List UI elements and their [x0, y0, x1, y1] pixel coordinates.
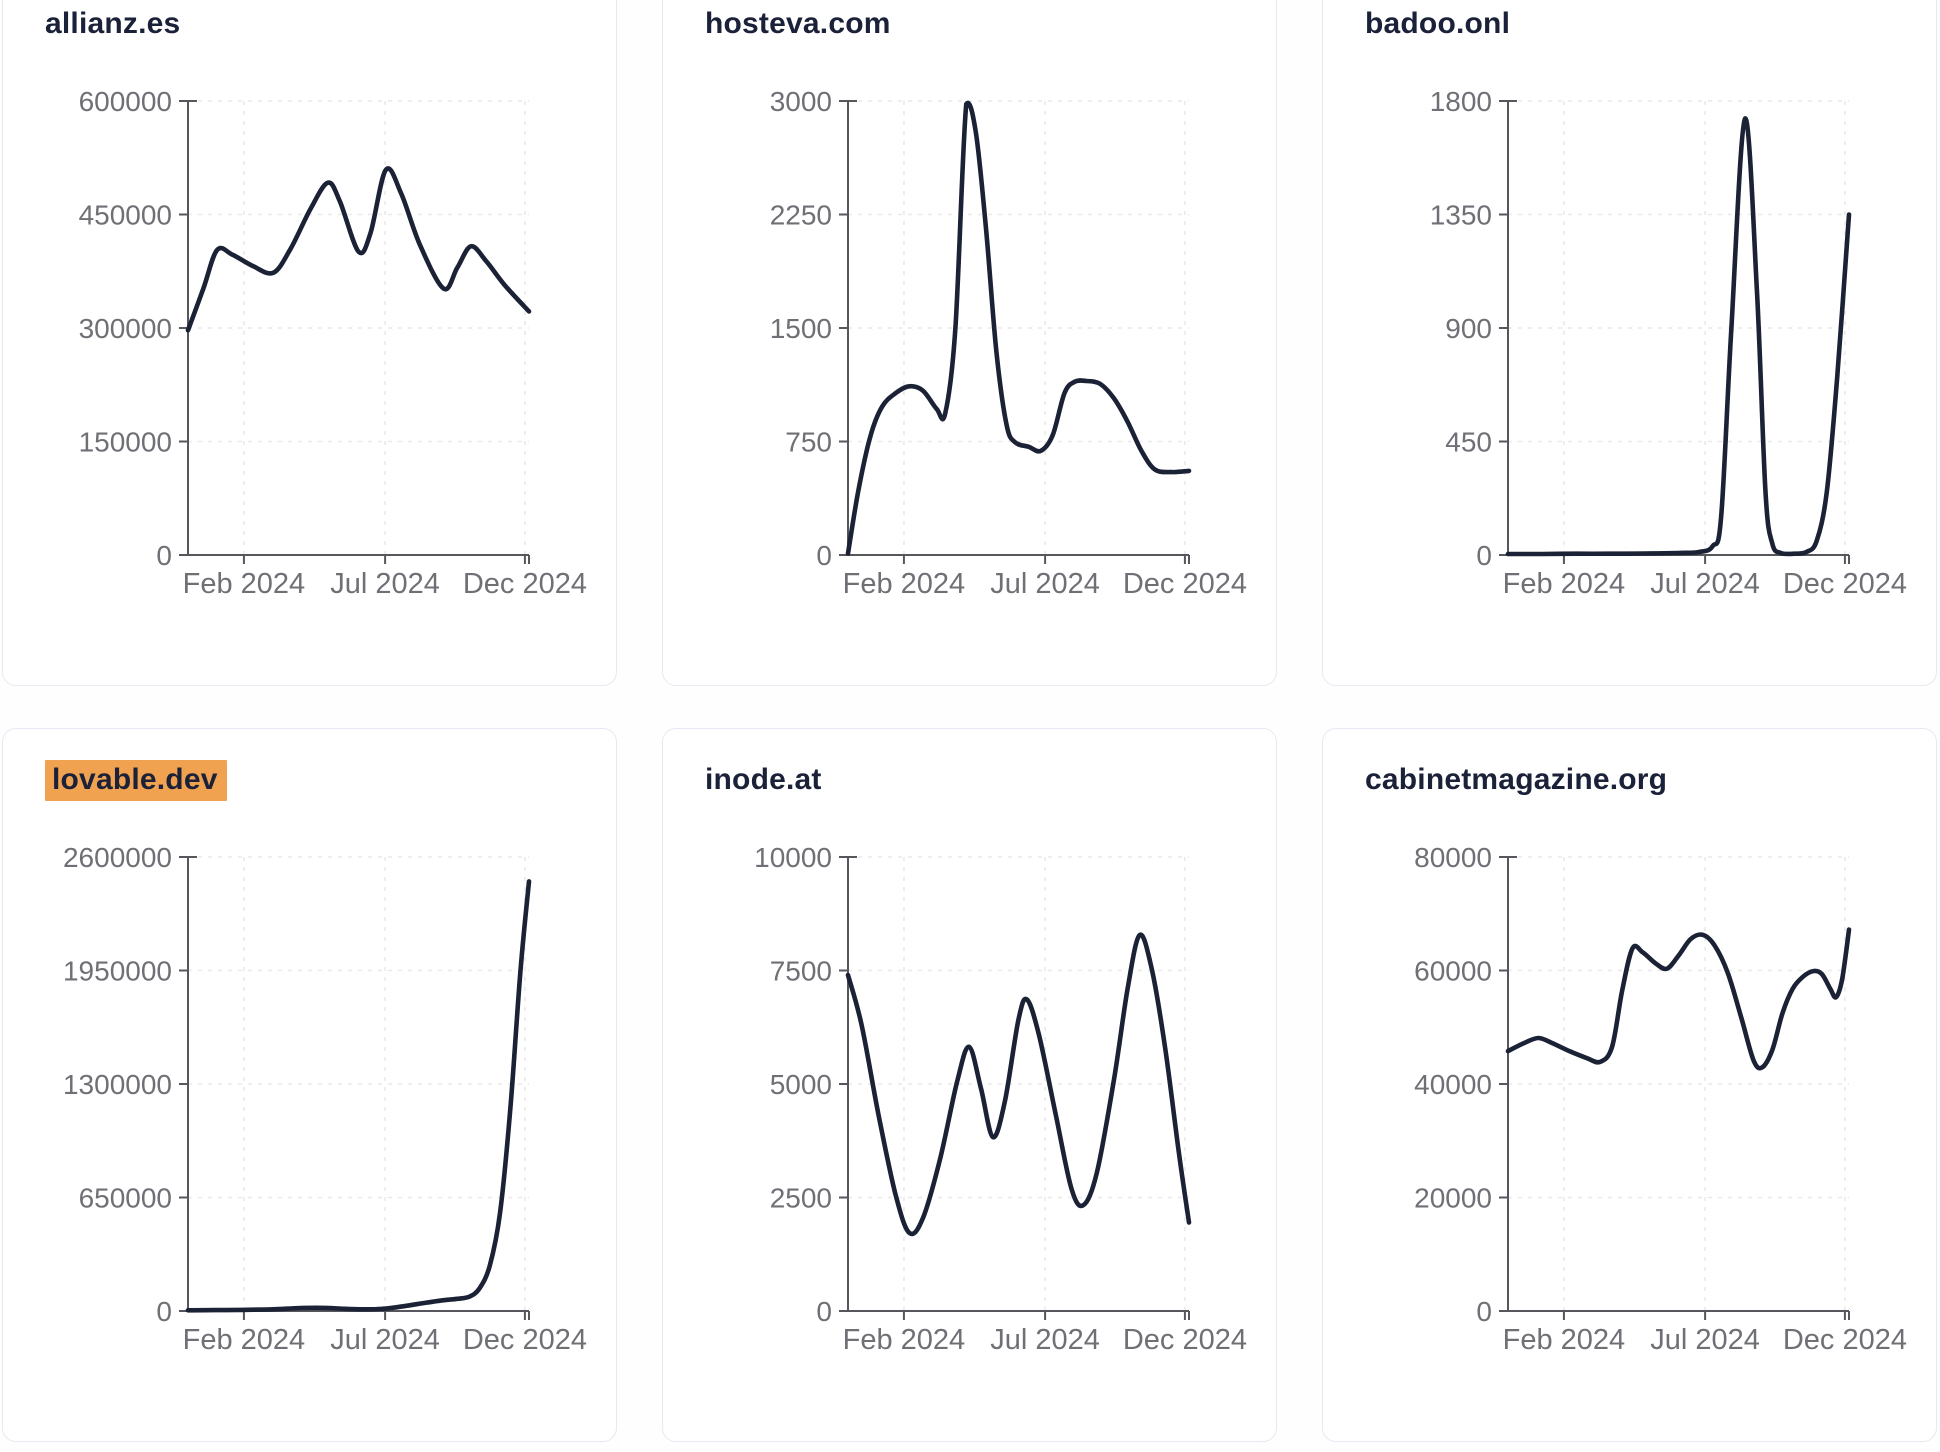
y-tick-label: 0 — [816, 1296, 832, 1327]
y-tick-label: 1800 — [1430, 86, 1492, 117]
series-line — [185, 879, 532, 1313]
y-tick-label: 10000 — [754, 842, 832, 873]
domain-title: cabinetmagazine.org — [1365, 763, 1667, 797]
y-tick-label: 20000 — [1414, 1183, 1492, 1214]
y-tick-label: 5000 — [770, 1069, 832, 1100]
domain-title: inode.at — [705, 763, 822, 797]
y-tick-label: 900 — [1445, 313, 1492, 344]
x-tick-label: Jul 2024 — [990, 1324, 1100, 1356]
series-line — [845, 100, 1192, 556]
x-tick-label: Feb 2024 — [1503, 1324, 1626, 1356]
series-line — [185, 166, 532, 333]
domain-card-allianz: allianz.es 0 150000 300000 450000 600000 Feb … — [2, 0, 617, 686]
y-tick-label: 1300000 — [63, 1069, 172, 1100]
domain-title-text-highlighted: lovable.dev — [45, 760, 227, 801]
y-tick-label: 750 — [785, 427, 832, 458]
y-tick-label: 40000 — [1414, 1069, 1492, 1100]
y-tick-label: 450000 — [79, 200, 172, 231]
y-tick-label: 300000 — [79, 313, 172, 344]
traffic-chart: 0 450 900 1350 1800 Feb 2024 Jul 2024 Dec 2024 — [1430, 86, 1907, 600]
y-tick-label: 0 — [156, 540, 172, 571]
y-tick-label: 450 — [1445, 427, 1492, 458]
domain-title-text: allianz.es — [45, 7, 181, 40]
traffic-chart: 0 650000 1300000 1950000 2600000 Feb 2024 Jul … — [63, 842, 587, 1356]
y-tick-label: 0 — [156, 1296, 172, 1327]
series-line — [1505, 116, 1852, 557]
y-tick-label: 60000 — [1414, 956, 1492, 987]
x-tick-label: Feb 2024 — [843, 568, 966, 600]
traffic-chart: 0 20000 40000 60000 80000 Feb 2024 Jul 2024 Dec… — [1414, 842, 1907, 1356]
x-tick-label: Jul 2024 — [1650, 1324, 1760, 1356]
y-tick-label: 1500 — [770, 313, 832, 344]
x-tick-label: Dec 2024 — [1783, 568, 1907, 600]
domain-title: hosteva.com — [705, 7, 891, 41]
domain-card-lovable: lovable.dev 0 650000 1300000 1950000 2600000… — [2, 728, 617, 1442]
y-tick-label: 1950000 — [63, 956, 172, 987]
y-tick-label: 3000 — [770, 86, 832, 117]
domain-card-badoo: badoo.onl 0 450 900 1350 1800 Feb 2024 Jul 202… — [1322, 0, 1937, 686]
y-tick-label: 650000 — [79, 1183, 172, 1214]
x-tick-label: Jul 2024 — [1650, 568, 1760, 600]
x-tick-label: Feb 2024 — [183, 1324, 306, 1356]
x-tick-label: Dec 2024 — [1783, 1324, 1907, 1356]
y-tick-label: 150000 — [79, 427, 172, 458]
y-tick-label: 0 — [816, 540, 832, 571]
x-tick-label: Feb 2024 — [1503, 568, 1626, 600]
y-tick-label: 2250 — [770, 200, 832, 231]
domain-title: allianz.es — [45, 7, 180, 41]
x-tick-label: Dec 2024 — [1123, 568, 1247, 600]
y-tick-label: 7500 — [770, 956, 832, 987]
x-tick-label: Jul 2024 — [330, 568, 440, 600]
y-tick-label: 0 — [1476, 1296, 1492, 1327]
y-tick-label: 2600000 — [63, 842, 172, 873]
series-line — [845, 932, 1192, 1237]
x-tick-label: Dec 2024 — [463, 1324, 587, 1356]
x-tick-label: Jul 2024 — [990, 568, 1100, 600]
x-tick-label: Dec 2024 — [1123, 1324, 1247, 1356]
x-tick-label: Feb 2024 — [843, 1324, 966, 1356]
x-tick-label: Jul 2024 — [330, 1324, 440, 1356]
y-tick-label: 600000 — [79, 86, 172, 117]
traffic-chart: 0 150000 300000 450000 600000 Feb 2024 Jul 202… — [79, 86, 587, 600]
y-tick-label: 2500 — [770, 1183, 832, 1214]
domain-card-inode: inode.at 0 2500 5000 7500 10000 Feb 2024 Jul 2… — [662, 728, 1277, 1442]
y-tick-label: 1350 — [1430, 200, 1492, 231]
domain-title: badoo.onl — [1365, 7, 1510, 41]
domain-title: lovable.dev — [45, 760, 227, 801]
y-tick-label: 80000 — [1414, 842, 1492, 873]
domain-title-text: hosteva.com — [705, 7, 891, 40]
domain-card-cabinetmagazine: cabinetmagazine.org 0 20000 40000 60000 8000… — [1322, 728, 1937, 1442]
domain-title-text: inode.at — [705, 763, 822, 796]
traffic-chart: 0 2500 5000 7500 10000 Feb 2024 Jul 2024 Dec 20… — [754, 842, 1247, 1356]
domain-title-text: cabinetmagazine.org — [1365, 763, 1668, 796]
domain-card-hosteva: hosteva.com 0 750 1500 2250 3000 Feb 2024 Jul … — [662, 0, 1277, 686]
traffic-chart: 0 750 1500 2250 3000 Feb 2024 Jul 2024 Dec 2024 — [770, 86, 1247, 600]
y-tick-label: 0 — [1476, 540, 1492, 571]
series-line — [1505, 927, 1852, 1071]
x-tick-label: Feb 2024 — [183, 568, 306, 600]
domain-title-text: badoo.onl — [1365, 7, 1511, 40]
x-tick-label: Dec 2024 — [463, 568, 587, 600]
